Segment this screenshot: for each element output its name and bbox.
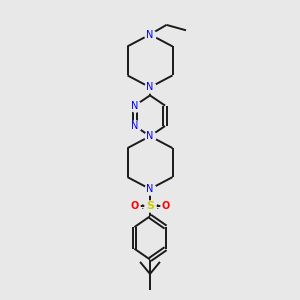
Text: N: N bbox=[146, 184, 154, 194]
Text: O: O bbox=[130, 201, 139, 212]
Text: N: N bbox=[131, 121, 139, 131]
Text: :: : bbox=[156, 201, 159, 212]
Text: N: N bbox=[131, 100, 139, 111]
Text: O: O bbox=[161, 201, 170, 212]
Text: N: N bbox=[146, 131, 154, 141]
Text: N: N bbox=[146, 82, 154, 92]
Text: N: N bbox=[146, 29, 154, 40]
Text: S: S bbox=[146, 201, 154, 212]
Text: :: : bbox=[141, 201, 144, 212]
